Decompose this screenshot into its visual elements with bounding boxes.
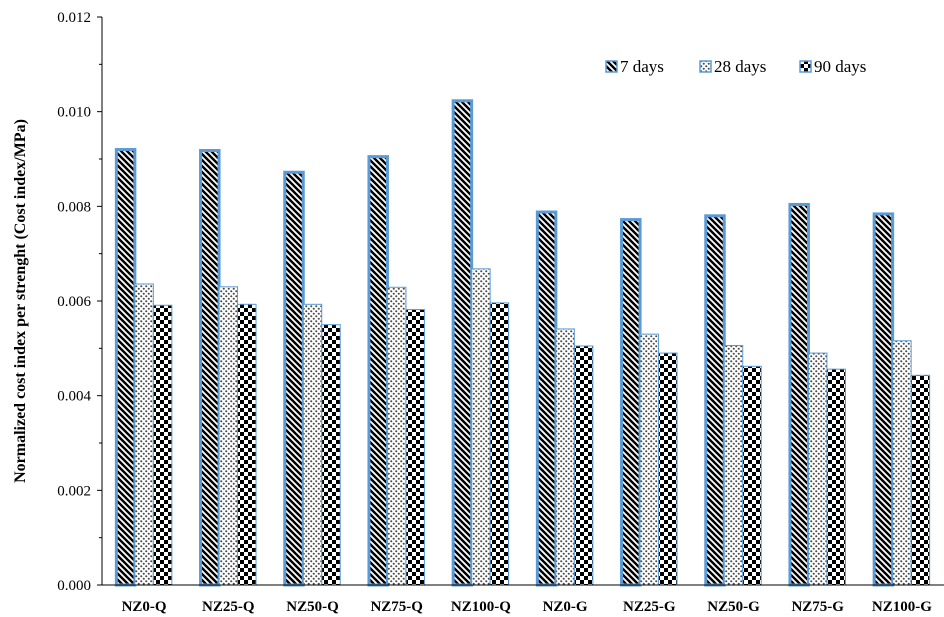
- bar-7-days-nz25-q: [199, 148, 221, 587]
- legend-swatch-7-days: [605, 60, 618, 73]
- y-tick-label: 0.000: [57, 578, 91, 594]
- bar-7-days-nz75-g: [788, 202, 810, 587]
- bar-28-days-nz0-q: [134, 283, 154, 586]
- y-tick-label: 0.002: [57, 483, 91, 499]
- bar-90-days-nz100-g: [910, 374, 931, 586]
- x-tick-label: NZ50-Q: [286, 599, 339, 615]
- x-tick-label: NZ0-G: [543, 599, 588, 615]
- bar-28-days-nz0-g: [555, 328, 575, 586]
- bar-7-days-nz50-q: [283, 170, 305, 587]
- bar-90-days-nz100-q: [489, 302, 510, 586]
- y-tick-label: 0.006: [57, 294, 91, 310]
- y-tick-label: 0.010: [57, 105, 91, 121]
- bars-group: [114, 99, 931, 587]
- x-tick-label: NZ75-Q: [370, 599, 423, 615]
- bar-28-days-nz50-q: [302, 303, 323, 586]
- bar-28-days-nz25-g: [639, 333, 660, 586]
- legend-label-7-days: 7 days: [620, 57, 664, 76]
- bar-90-days-nz0-q: [152, 304, 173, 586]
- y-tick-label: 0.004: [57, 389, 91, 405]
- y-ticks-group: 0.000 0.002 0.004 0.006 0.008 0.010 0.012: [57, 10, 102, 594]
- x-tick-label: NZ25-G: [623, 599, 676, 615]
- bar-90-days-nz75-g: [826, 368, 846, 586]
- bar-7-days-nz0-g: [535, 210, 558, 587]
- y-tick-label: 0.012: [57, 10, 91, 26]
- bar-90-days-nz25-g: [658, 352, 678, 586]
- x-labels-group: NZ0-Q NZ25-Q NZ50-Q NZ75-Q NZ100-Q NZ0-G NZ25-…: [122, 599, 933, 615]
- x-tick-label: NZ75-G: [791, 599, 844, 615]
- bar-28-days-nz75-q: [386, 286, 407, 586]
- bar-90-days-nz0-g: [573, 345, 594, 586]
- x-tick-label: NZ100-G: [872, 599, 932, 615]
- x-tick-label: NZ100-Q: [451, 599, 511, 615]
- bar-90-days-nz50-g: [742, 365, 762, 586]
- x-tick-label: NZ0-Q: [122, 599, 167, 615]
- x-tick-label: NZ25-Q: [202, 599, 255, 615]
- bar-7-days-nz0-q: [114, 148, 137, 587]
- legend-swatch-90-days: [799, 60, 812, 73]
- bar-28-days-nz100-g: [892, 340, 912, 586]
- y-tick-label: 0.008: [57, 199, 91, 215]
- bar-7-days-nz25-g: [620, 218, 642, 587]
- bar-90-days-nz50-q: [321, 324, 341, 586]
- legend: 7 days 28 days 90 days: [605, 57, 866, 76]
- legend-swatch-28-days: [699, 60, 712, 73]
- bar-28-days-nz100-q: [471, 268, 491, 586]
- x-tick-label: NZ50-G: [707, 599, 760, 615]
- bar-7-days-nz100-g: [872, 212, 895, 587]
- bar-7-days-nz75-q: [367, 155, 389, 587]
- bar-7-days-nz50-g: [704, 214, 726, 587]
- y-axis-label: Normalized cost index per strenght (Cost…: [12, 119, 29, 483]
- bar-90-days-nz75-q: [405, 309, 425, 586]
- bar-28-days-nz50-g: [723, 344, 744, 586]
- legend-label-28-days: 28 days: [714, 57, 766, 76]
- bar-7-days-nz100-q: [451, 99, 474, 587]
- bar-28-days-nz25-q: [218, 286, 239, 586]
- legend-label-90-days: 90 days: [814, 57, 866, 76]
- bar-90-days-nz25-q: [237, 303, 257, 586]
- bar-28-days-nz75-g: [807, 352, 828, 586]
